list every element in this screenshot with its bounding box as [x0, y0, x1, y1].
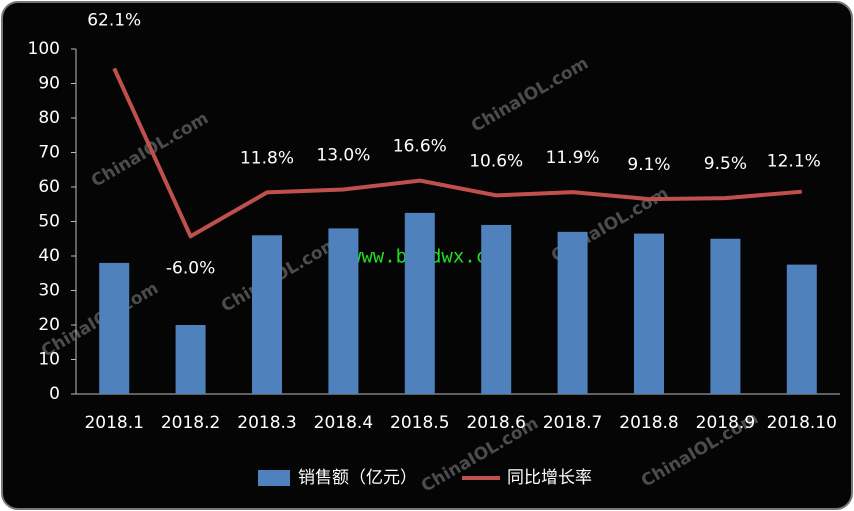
x-tick-label: 2018.4 [314, 413, 373, 433]
x-tick-label: 2018.1 [84, 413, 143, 433]
data-label: 11.9% [546, 148, 600, 168]
x-tick-label: 2018.5 [390, 413, 449, 433]
bar [252, 235, 282, 394]
y-tick-label: 100 [28, 39, 60, 59]
legend-swatch [258, 470, 290, 486]
x-tick-label: 2018.2 [161, 413, 220, 433]
y-tick-label: 70 [38, 143, 60, 163]
y-tick-label: 20 [38, 315, 60, 335]
bar [634, 233, 664, 394]
bar [786, 264, 817, 394]
bar [557, 231, 588, 394]
data-label: 9.5% [704, 154, 747, 174]
x-tick-label: 2018.3 [237, 413, 296, 433]
y-tick-label: 0 [49, 384, 60, 404]
bar [710, 238, 741, 394]
data-label: -6.0% [166, 258, 215, 278]
data-label: 9.1% [627, 155, 670, 175]
y-tick-label: 50 [38, 212, 60, 232]
x-tick-label: 2018.8 [619, 413, 678, 433]
y-tick-label: 80 [38, 108, 60, 128]
data-label: 11.8% [240, 148, 294, 168]
x-tick-label: 2018.6 [466, 413, 525, 433]
data-label: 12.1% [767, 152, 821, 172]
bar [481, 224, 512, 394]
line [112, 67, 802, 239]
data-label: 13.0% [316, 145, 370, 165]
bar [328, 228, 359, 394]
x-tick-label: 2018.10 [767, 413, 837, 433]
data-label: 16.6% [393, 137, 447, 157]
y-tick-label: 10 [38, 350, 60, 370]
x-tick-label: 2018.7 [543, 413, 602, 433]
x-tick-label: 2018.9 [696, 413, 755, 433]
data-label: 10.6% [469, 151, 523, 171]
legend-label: 同比增长率 [507, 468, 592, 488]
data-label: 62.1% [87, 10, 141, 30]
y-tick-label: 40 [38, 246, 60, 266]
bar [175, 325, 206, 394]
y-tick-label: 30 [38, 281, 60, 301]
y-tick-label: 90 [38, 74, 60, 94]
y-tick-label: 60 [38, 177, 60, 197]
legend-label: 销售额（亿元） [298, 468, 417, 488]
bar [99, 262, 130, 394]
bar [404, 212, 435, 394]
